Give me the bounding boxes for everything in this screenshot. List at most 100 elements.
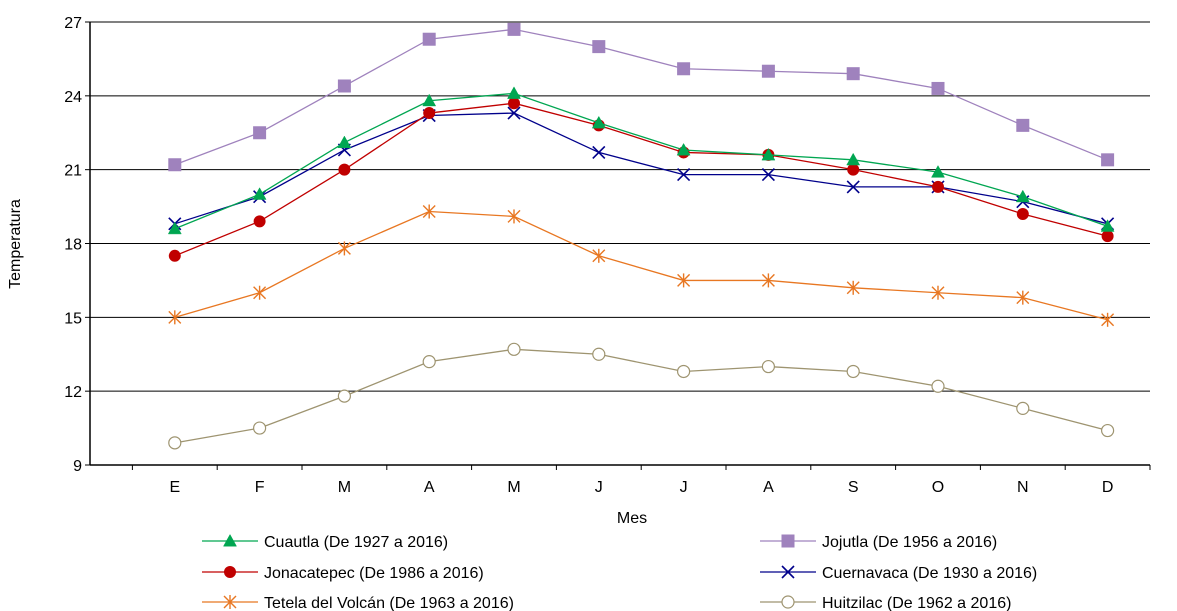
legend-marker [223,595,237,609]
legend-item: Cuernavaca (De 1930 a 2016) [760,565,1037,582]
legend-item: Jonacatepec (De 1986 a 2016) [202,565,484,582]
data-point [337,389,351,403]
data-point [168,158,182,172]
series-0 [167,86,1115,235]
data-point [846,364,860,379]
data-point [677,168,691,182]
data-point [507,86,521,99]
data-point [846,180,860,194]
data-point [168,249,181,262]
data-point [253,285,267,300]
x-tick-label: N [1017,479,1029,496]
data-point [507,209,521,224]
x-tick-label: J [680,479,688,496]
series-line [174,348,1108,444]
data-point [676,364,691,379]
data-point [253,215,266,228]
x-tick-label: M [338,479,351,496]
series-2 [168,97,1114,262]
legend-item: Huitzilac (De 1962 a 2016) [760,595,1011,611]
axes: 9 12 15 18 21 24 27 E F M A M J J A S O N D [64,15,1151,496]
data-point [1100,423,1115,438]
legend-marker [223,533,237,547]
data-point [676,142,691,156]
data-point [1101,312,1115,327]
gridlines [90,21,1150,392]
data-point [422,93,437,107]
legend: Cuautla (De 1927 a 2016) Jojutla (De 1956… [202,533,1037,611]
data-point [1016,290,1030,305]
data-point [252,187,267,200]
x-tick-label: M [507,479,520,496]
x-axis-title: Mes [617,510,647,527]
data-point [931,379,945,393]
data-point [761,147,776,161]
series-line [174,28,1108,166]
data-point [592,347,606,361]
x-tick-label: E [169,479,180,496]
legend-label: Cuernavaca (De 1930 a 2016) [822,565,1037,582]
data-point [1100,219,1115,232]
data-point [592,248,606,263]
y-tick-label: 27 [64,15,82,32]
x-tick-label: A [763,479,774,496]
legend-marker [781,534,795,548]
series-5 [168,342,1115,450]
x-tick-label: O [932,479,944,496]
data-point [1016,118,1030,132]
data-point [168,436,182,450]
y-tick-label: 21 [64,163,82,180]
legend-label: Huitzilac (De 1962 a 2016) [822,595,1011,611]
data-point [846,152,861,166]
data-point [338,163,351,176]
series-line [174,92,1108,230]
data-point [337,135,352,149]
legend-item: Tetela del Volcán (De 1963 a 2016) [202,595,514,611]
y-tick-label: 24 [64,89,82,106]
data-point [253,126,267,140]
data-point [1015,189,1030,203]
data-point [592,145,606,160]
data-point [591,115,606,129]
series-3 [168,106,1115,231]
data-point [677,273,691,288]
x-tick-label: A [424,479,435,496]
series-lines [167,22,1115,450]
data-point [422,204,436,219]
data-point [507,342,521,356]
x-tick-label: J [595,479,603,496]
y-tick-label: 12 [64,384,82,401]
data-point [253,421,267,435]
data-point [422,32,436,46]
data-point [846,280,860,295]
legend-item: Jojutla (De 1956 a 2016) [760,534,997,551]
series-line [174,102,1108,257]
data-point [422,355,436,369]
data-point [337,79,351,93]
data-point [1101,230,1114,243]
data-point [508,97,520,110]
data-point [931,285,945,300]
data-point [592,40,606,54]
x-tick-label: S [848,479,859,496]
legend-label: Cuautla (De 1927 a 2016) [264,534,448,551]
legend-marker [781,595,795,609]
data-point [761,359,776,374]
data-point [761,168,775,182]
series-line [174,210,1108,321]
legend-marker [224,566,236,578]
legend-label: Jonacatepec (De 1986 a 2016) [264,565,484,582]
data-point [1016,401,1030,415]
y-tick-label: 15 [64,310,82,327]
data-point [846,67,860,81]
data-point [167,221,182,235]
data-point [507,22,521,36]
data-point [847,163,860,176]
data-point [507,106,521,120]
data-point [423,107,436,120]
data-point [932,180,944,193]
legend-label: Tetela del Volcán (De 1963 a 2016) [264,595,514,611]
data-point [761,273,775,288]
